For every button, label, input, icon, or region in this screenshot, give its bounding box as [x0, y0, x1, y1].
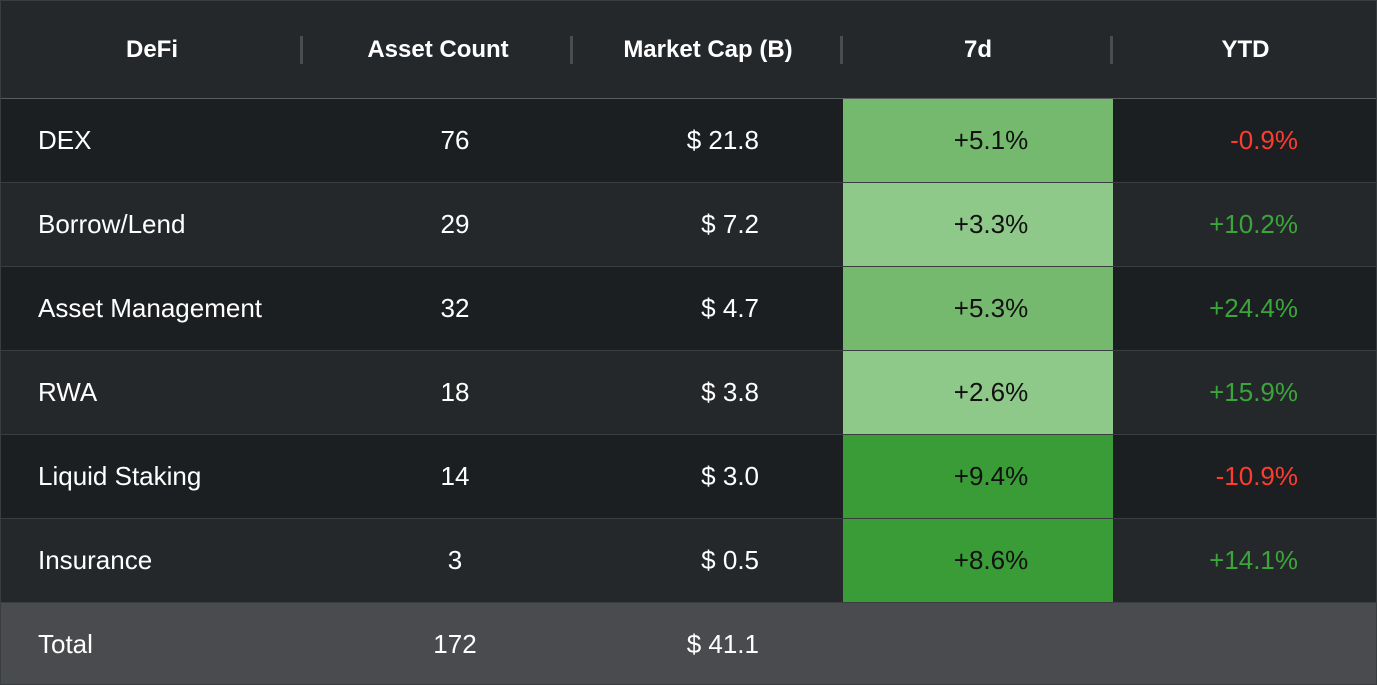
row-market-cap: $ 21.8 — [686, 125, 759, 155]
column-header-7d[interactable]: 7d — [843, 1, 1113, 98]
row-ytd-change: +24.4% — [1209, 293, 1298, 323]
row-category: Liquid Staking — [38, 461, 202, 491]
table-row[interactable]: Asset Management 32 $ 4.7 +5.3% +24.4% — [1, 267, 1376, 351]
row-market-cap: $ 3.0 — [701, 461, 759, 491]
total-market-cap: $ 41.1 — [686, 629, 759, 659]
table-total-row: Total 172 $ 41.1 — [1, 603, 1376, 684]
table-row[interactable]: DEX 76 $ 21.8 +5.1% -0.9% — [1, 99, 1376, 183]
column-header-ytd[interactable]: YTD — [1221, 35, 1270, 63]
row-7d-change: +2.6% — [843, 351, 1113, 434]
row-category: DEX — [38, 125, 92, 155]
table-row[interactable]: Liquid Staking 14 $ 3.0 +9.4% -10.9% — [1, 435, 1376, 519]
total-7d — [843, 603, 1113, 684]
row-ytd-change: +10.2% — [1209, 209, 1298, 239]
row-ytd-change: -10.9% — [1215, 461, 1298, 491]
row-asset-count: 32 — [440, 293, 470, 323]
row-ytd-change: -0.9% — [1230, 125, 1298, 155]
table-body: DEX 76 $ 21.8 +5.1% -0.9% Borrow/Lend 29 $ 7.2 +… — [1, 99, 1376, 603]
column-header-asset-count[interactable]: Asset Count — [303, 1, 573, 98]
total-ytd — [1113, 603, 1376, 684]
row-7d-change: +5.3% — [843, 267, 1113, 350]
table-row[interactable]: Insurance 3 $ 0.5 +8.6% +14.1% — [1, 519, 1376, 603]
row-asset-count: 18 — [440, 377, 470, 407]
row-asset-count: 29 — [440, 209, 470, 239]
row-category: Insurance — [38, 545, 153, 575]
row-asset-count: 76 — [440, 125, 470, 155]
column-header-market-cap[interactable]: Market Cap (B) — [573, 1, 843, 98]
table-row[interactable]: RWA 18 $ 3.8 +2.6% +15.9% — [1, 351, 1376, 435]
row-market-cap: $ 7.2 — [701, 209, 759, 239]
row-7d-change: +5.1% — [843, 99, 1113, 182]
row-7d-change: +9.4% — [843, 435, 1113, 518]
total-label: Total — [38, 629, 93, 659]
row-market-cap: $ 0.5 — [701, 545, 759, 575]
row-category: Borrow/Lend — [38, 209, 186, 239]
row-asset-count: 14 — [440, 461, 470, 491]
row-category: Asset Management — [38, 293, 263, 323]
row-asset-count: 3 — [447, 545, 463, 575]
row-7d-change: +8.6% — [843, 519, 1113, 602]
row-7d-change: +3.3% — [843, 183, 1113, 266]
table-row[interactable]: Borrow/Lend 29 $ 7.2 +3.3% +10.2% — [1, 183, 1376, 267]
row-category: RWA — [38, 377, 98, 407]
total-asset-count: 172 — [433, 629, 477, 659]
row-ytd-change: +15.9% — [1209, 377, 1298, 407]
table-header-row: DeFi Asset Count Market Cap (B) 7d YTD — [1, 1, 1376, 99]
row-market-cap: $ 3.8 — [701, 377, 759, 407]
column-header-category[interactable]: DeFi — [1, 1, 303, 98]
row-market-cap: $ 4.7 — [701, 293, 759, 323]
row-ytd-change: +14.1% — [1209, 545, 1298, 575]
